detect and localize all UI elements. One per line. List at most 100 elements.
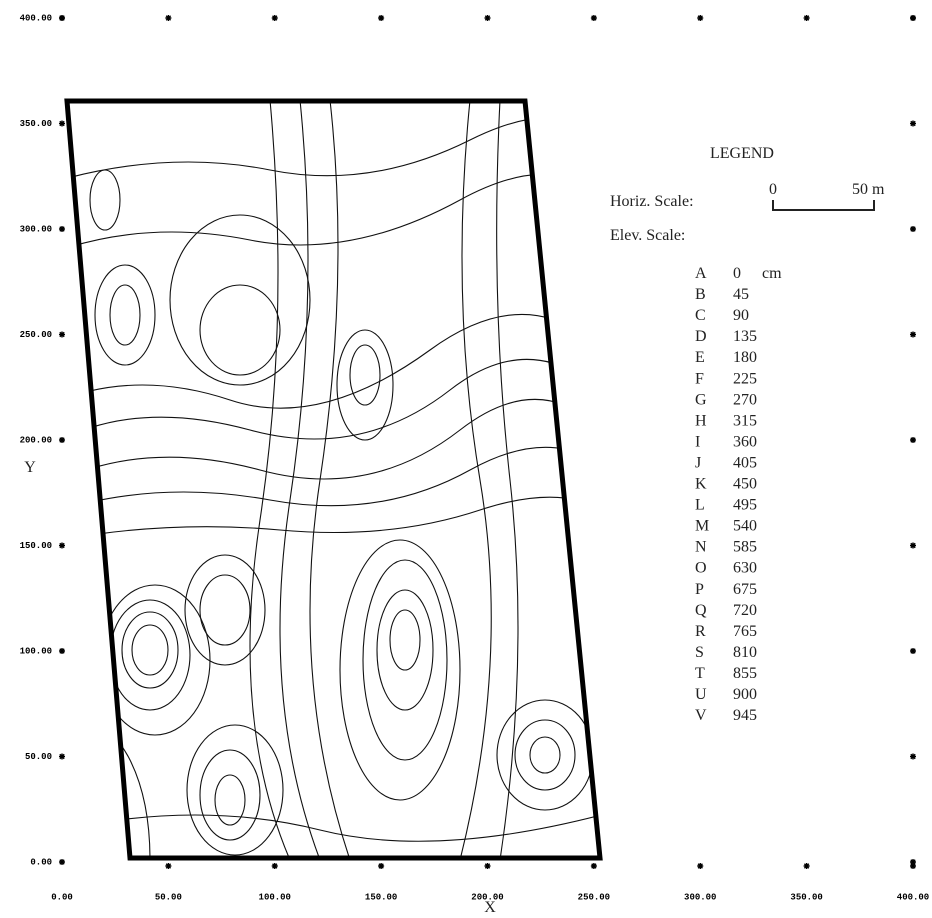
- legend-letter: B: [695, 286, 706, 303]
- tick-star: [591, 15, 597, 21]
- legend-letter: C: [695, 307, 706, 324]
- tick-star: [910, 437, 916, 443]
- x-tick-label: 350.00: [790, 892, 822, 902]
- legend-value: 360: [733, 433, 757, 450]
- legend-value: 675: [733, 581, 757, 598]
- legend-value: 810: [733, 644, 757, 661]
- legend-letter: K: [695, 476, 707, 493]
- legend-value: 90: [733, 307, 749, 324]
- tick-star: [910, 121, 916, 127]
- legend-value: 855: [733, 665, 757, 682]
- tick-star: [59, 15, 65, 21]
- legend-value: 180: [733, 349, 757, 366]
- y-tick-label: 400.00: [20, 13, 52, 23]
- tick-star: [910, 15, 916, 21]
- legend-value: 495: [733, 497, 757, 514]
- legend-letter: R: [695, 623, 706, 640]
- legend-value: 405: [733, 454, 757, 471]
- horiz-scale-label: Horiz. Scale:: [610, 193, 694, 210]
- tick-star: [272, 863, 278, 869]
- scale-bar: [773, 200, 874, 210]
- legend-letter: Q: [695, 602, 707, 619]
- legend-letter: U: [695, 686, 707, 703]
- scale-end: 50 m: [852, 181, 885, 198]
- legend-value: 720: [733, 602, 757, 619]
- x-tick-label: 50.00: [155, 892, 182, 902]
- tick-star: [804, 863, 810, 869]
- legend-value: 945: [733, 707, 757, 724]
- legend-value: 765: [733, 623, 757, 640]
- legend-letter: A: [695, 265, 707, 282]
- legend-letter: L: [695, 497, 705, 514]
- elev-scale-label: Elev. Scale:: [610, 227, 685, 244]
- tick-star: [59, 332, 65, 338]
- y-tick-label: 300.00: [20, 224, 52, 234]
- legend-letter: O: [695, 560, 707, 577]
- tick-star: [165, 15, 171, 21]
- y-axis-label: Y: [24, 459, 36, 476]
- tick-star: [59, 226, 65, 232]
- tick-star: [910, 754, 916, 760]
- legend-value: 315: [733, 412, 757, 429]
- x-tick-label: 0.00: [51, 892, 73, 902]
- y-tick-label: 200.00: [20, 435, 52, 445]
- x-tick-label: 150.00: [365, 892, 397, 902]
- tick-star: [59, 859, 65, 865]
- legend-value: 270: [733, 391, 757, 408]
- tick-star: [591, 863, 597, 869]
- legend-letter: D: [695, 328, 707, 345]
- tick-star: [910, 859, 916, 865]
- legend-title: LEGEND: [710, 145, 774, 162]
- y-tick-label: 150.00: [20, 541, 52, 551]
- legend-letter: F: [695, 370, 704, 387]
- tick-star: [485, 863, 491, 869]
- legend-value: 900: [733, 686, 757, 703]
- legend-value: 450: [733, 476, 757, 493]
- tick-star: [272, 15, 278, 21]
- y-tick-label: 350.00: [20, 119, 52, 129]
- x-tick-label: 400.00: [897, 892, 929, 902]
- scale-start: 0: [769, 181, 777, 198]
- legend-letter: J: [695, 454, 701, 471]
- tick-star: [804, 15, 810, 21]
- tick-star: [910, 648, 916, 654]
- tick-star: [910, 332, 916, 338]
- tick-star: [378, 863, 384, 869]
- legend-letter: I: [695, 433, 700, 450]
- elev-unit: cm: [762, 265, 782, 282]
- legend-letter: S: [695, 644, 704, 661]
- x-tick-label: 100.00: [259, 892, 291, 902]
- legend-value: 0: [733, 265, 741, 282]
- x-tick-label: 250.00: [578, 892, 610, 902]
- tick-star: [59, 437, 65, 443]
- legend-value: 225: [733, 370, 757, 387]
- site-boundary: [67, 101, 600, 858]
- legend-letter: V: [695, 707, 707, 724]
- tick-star: [378, 15, 384, 21]
- tick-star: [910, 226, 916, 232]
- tick-star: [59, 754, 65, 760]
- legend-letter: E: [695, 349, 705, 366]
- legend-letter: P: [695, 581, 704, 598]
- legend-value: 630: [733, 560, 757, 577]
- tick-star: [165, 863, 171, 869]
- contour-map: LEGEND Horiz. Scale: 0 50 m Elev. Scale:…: [0, 0, 932, 918]
- legend-value: 585: [733, 539, 757, 556]
- y-tick-label: 250.00: [20, 330, 52, 340]
- y-tick-label: 100.00: [20, 646, 52, 656]
- legend-letter: G: [695, 391, 707, 408]
- tick-star: [910, 543, 916, 549]
- legend-value: 45: [733, 286, 749, 303]
- tick-star: [697, 15, 703, 21]
- legend-letter: H: [695, 412, 707, 429]
- tick-star: [59, 543, 65, 549]
- x-tick-label: 300.00: [684, 892, 716, 902]
- tick-star: [485, 15, 491, 21]
- y-tick-label: 0.00: [30, 857, 52, 867]
- x-tick-label: 200.00: [471, 892, 503, 902]
- legend-value: 135: [733, 328, 757, 345]
- legend-letter: T: [695, 665, 705, 682]
- tick-star: [59, 121, 65, 127]
- y-tick-label: 50.00: [25, 752, 52, 762]
- tick-star: [59, 648, 65, 654]
